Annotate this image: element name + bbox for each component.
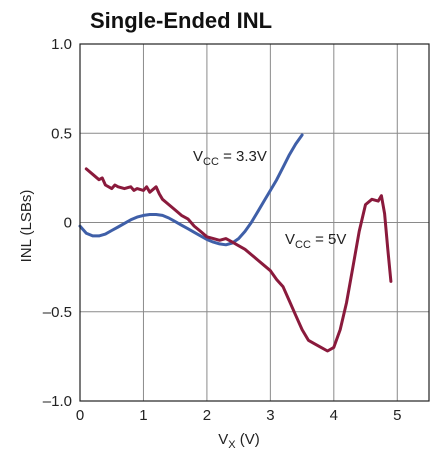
series-line-vcc-5v [84, 167, 393, 353]
x-tick-label: 2 [203, 407, 211, 424]
x-tick-label: 0 [76, 407, 84, 424]
series-label-5v-rest: = 5V [311, 231, 346, 248]
x-tick-label: 3 [266, 407, 274, 424]
series-label-3v3: VCC = 3.3V [193, 148, 267, 168]
series-group [78, 133, 393, 353]
y-axis-label: INL (LSBs) [18, 190, 35, 263]
x-axis-label-sub: X [228, 439, 236, 451]
tick-labels: 0 1 2 3 4 5 –1.0 –0.5 0 0.5 1.0 [43, 36, 402, 424]
series-label-3v3-main: V [193, 148, 203, 165]
plot-frame [79, 43, 430, 402]
series-label-5v-sub: CC [295, 239, 311, 251]
series-label-3v3-sub: CC [203, 156, 219, 168]
series-line-vcc-3v3 [78, 133, 304, 247]
grid-lines [80, 44, 429, 401]
x-axis-label: VX (V) [218, 431, 260, 451]
x-tick-label: 5 [393, 407, 401, 424]
y-tick-label: 1.0 [51, 36, 72, 53]
chart-title: Single-Ended INL [90, 8, 272, 33]
series-label-5v: VCC = 5V [285, 231, 346, 251]
y-tick-label: 0 [64, 215, 72, 232]
series-label-5v-main: V [285, 231, 295, 248]
series-label-3v3-rest: = 3.3V [219, 148, 267, 165]
y-tick-label: 0.5 [51, 125, 72, 142]
x-tick-label: 4 [330, 407, 338, 424]
x-tick-label: 1 [139, 407, 147, 424]
y-tick-label: –1.0 [43, 393, 72, 410]
y-tick-label: –0.5 [43, 304, 72, 321]
x-axis-label-rest: (V) [236, 431, 260, 448]
x-axis-label-main: V [218, 431, 228, 448]
